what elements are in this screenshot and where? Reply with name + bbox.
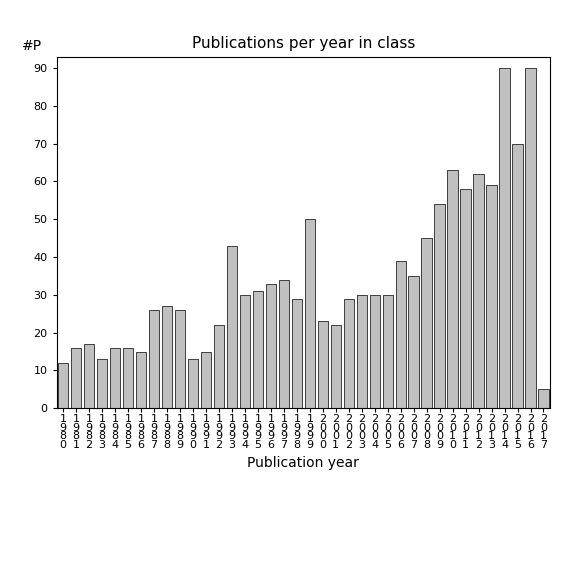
Bar <box>110 348 120 408</box>
Bar <box>538 390 549 408</box>
Bar <box>291 299 302 408</box>
Bar <box>136 352 146 408</box>
Bar <box>149 310 159 408</box>
Bar <box>500 68 510 408</box>
Bar <box>486 185 497 408</box>
X-axis label: Publication year: Publication year <box>247 456 359 469</box>
Bar <box>97 359 107 408</box>
Bar <box>58 363 69 408</box>
Bar <box>123 348 133 408</box>
Bar <box>421 238 432 408</box>
Bar <box>525 68 536 408</box>
Title: Publications per year in class: Publications per year in class <box>192 36 415 52</box>
Bar <box>408 276 419 408</box>
Bar <box>513 143 523 408</box>
Bar <box>214 325 224 408</box>
Bar <box>84 344 94 408</box>
Bar <box>447 170 458 408</box>
Bar <box>357 295 367 408</box>
Bar <box>473 174 484 408</box>
Bar <box>253 291 263 408</box>
Bar <box>162 306 172 408</box>
Bar <box>331 325 341 408</box>
Bar <box>304 219 315 408</box>
Bar <box>227 246 237 408</box>
Bar <box>201 352 211 408</box>
Bar <box>240 295 250 408</box>
Bar <box>175 310 185 408</box>
Bar <box>278 280 289 408</box>
Bar <box>188 359 198 408</box>
Bar <box>344 299 354 408</box>
Bar <box>370 295 380 408</box>
Bar <box>318 321 328 408</box>
Bar <box>434 204 445 408</box>
Bar <box>396 261 406 408</box>
Bar <box>266 284 276 408</box>
Bar <box>71 348 82 408</box>
Bar <box>383 295 393 408</box>
Text: #P: #P <box>22 39 43 53</box>
Bar <box>460 189 471 408</box>
